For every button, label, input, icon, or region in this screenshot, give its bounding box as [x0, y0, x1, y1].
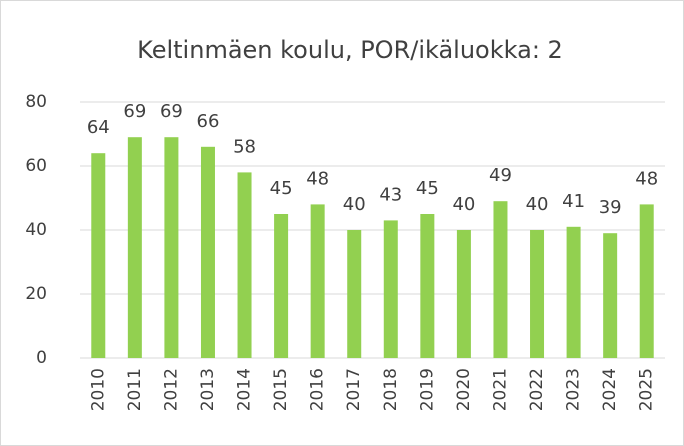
data-label: 40 [526, 194, 549, 215]
x-tick-label: 2015 [271, 368, 291, 411]
x-tick-label: 2021 [490, 368, 510, 411]
y-tick-label: 60 [25, 156, 47, 176]
x-tick-label: 2014 [235, 368, 255, 411]
x-tick-label: 2019 [417, 368, 437, 411]
x-tick-label: 2013 [198, 368, 218, 411]
data-label: 40 [343, 194, 366, 215]
bar [237, 172, 252, 358]
bar [603, 233, 618, 358]
bar [91, 153, 106, 358]
data-label: 64 [87, 117, 110, 138]
bar [274, 214, 289, 358]
bar [310, 204, 325, 358]
data-label: 39 [599, 197, 622, 218]
data-label: 45 [416, 178, 439, 199]
bar [347, 230, 362, 358]
bar [127, 137, 142, 358]
data-label: 41 [562, 191, 585, 212]
bar [493, 201, 508, 358]
y-tick-label: 80 [25, 92, 47, 112]
data-label: 48 [635, 168, 658, 189]
chart-title: Keltinmäen koulu, POR/ikäluokka: 2 [137, 36, 563, 64]
x-tick-label: 2023 [564, 368, 584, 411]
data-label: 40 [452, 194, 475, 215]
x-tick-label: 2017 [344, 368, 364, 411]
y-tick-label: 0 [36, 348, 47, 368]
data-label: 66 [197, 111, 220, 132]
bar [639, 204, 654, 358]
bar [456, 230, 471, 358]
bar [566, 226, 581, 358]
data-label: 48 [306, 168, 329, 189]
x-tick-label: 2018 [381, 368, 401, 411]
bar [164, 137, 179, 358]
x-tick-label: 2010 [88, 368, 108, 411]
x-tick-label: 2022 [527, 368, 547, 411]
data-label: 49 [489, 165, 512, 186]
data-label: 43 [379, 184, 402, 205]
data-label: 69 [160, 101, 183, 122]
x-tick-label: 2025 [637, 368, 657, 411]
data-label: 45 [270, 178, 293, 199]
x-tick-label: 2024 [600, 368, 620, 411]
y-tick-label: 40 [25, 220, 47, 240]
x-tick-label: 2020 [454, 368, 474, 411]
bar [200, 146, 215, 358]
x-tick-label: 2012 [161, 368, 181, 411]
data-label: 58 [233, 136, 256, 157]
x-tick-label: 2011 [125, 368, 145, 411]
y-tick-label: 20 [25, 284, 47, 304]
x-tick-label: 2016 [308, 368, 328, 411]
bar [420, 214, 435, 358]
data-label: 69 [123, 101, 146, 122]
bar [383, 220, 398, 358]
bar [530, 230, 545, 358]
